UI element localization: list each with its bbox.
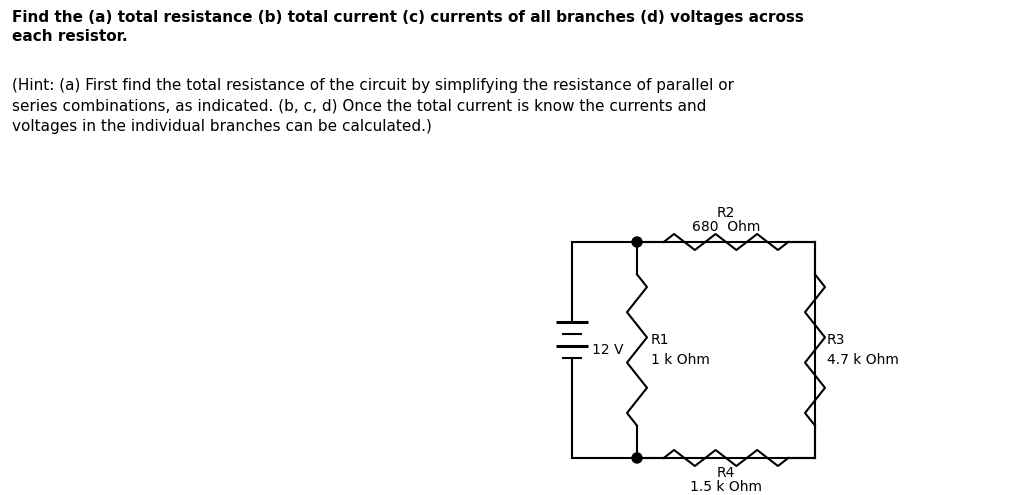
Text: 4.7 k Ohm: 4.7 k Ohm: [827, 353, 899, 367]
Text: R4: R4: [717, 466, 735, 480]
Circle shape: [632, 237, 642, 247]
Text: 680  Ohm: 680 Ohm: [692, 220, 760, 234]
Text: Find the (a) total resistance (b) total current (c) currents of all branches (d): Find the (a) total resistance (b) total …: [12, 10, 804, 44]
Text: R2: R2: [717, 206, 735, 220]
Text: (Hint: (a) First find the total resistance of the circuit by simplifying the res: (Hint: (a) First find the total resistan…: [12, 78, 734, 134]
Text: R3: R3: [827, 333, 846, 347]
Text: R1: R1: [651, 333, 670, 347]
Text: 1 k Ohm: 1 k Ohm: [651, 353, 710, 367]
Text: 12 V: 12 V: [592, 343, 624, 357]
Text: 1.5 k Ohm: 1.5 k Ohm: [690, 480, 762, 494]
Circle shape: [632, 453, 642, 463]
